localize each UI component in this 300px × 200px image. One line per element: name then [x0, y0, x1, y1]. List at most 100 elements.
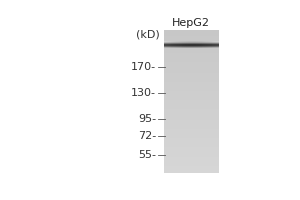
Bar [179, 43, 180, 44]
Bar [164, 118, 219, 120]
Bar [170, 43, 171, 44]
Bar [199, 47, 200, 48]
Bar [202, 42, 203, 43]
Bar [214, 42, 216, 43]
Bar [197, 42, 198, 43]
Bar [202, 41, 204, 42]
Bar [195, 42, 196, 43]
Bar [179, 46, 180, 47]
Bar [204, 46, 206, 47]
Bar [190, 42, 192, 43]
Bar [206, 41, 208, 42]
Bar [217, 47, 218, 48]
Bar [197, 42, 198, 43]
Bar [185, 46, 187, 47]
Bar [210, 47, 211, 48]
Bar [174, 42, 175, 43]
Bar [171, 44, 172, 45]
Bar [189, 42, 190, 43]
Bar [196, 41, 197, 42]
Bar [177, 44, 178, 45]
Bar [164, 47, 166, 48]
Bar [190, 45, 192, 46]
Bar [190, 46, 192, 47]
Bar [198, 44, 199, 45]
Bar [167, 42, 168, 43]
Bar [164, 43, 166, 44]
Bar [196, 44, 197, 45]
Bar [205, 42, 207, 43]
Bar [178, 47, 179, 48]
Bar [207, 43, 208, 44]
Bar [207, 44, 208, 45]
Bar [203, 43, 205, 44]
Bar [190, 42, 192, 43]
Bar [207, 45, 208, 46]
Bar [174, 41, 175, 42]
Bar [212, 43, 213, 44]
Bar [201, 44, 202, 45]
Bar [184, 44, 186, 45]
Bar [190, 46, 192, 47]
Bar [168, 43, 169, 44]
Bar [214, 46, 216, 47]
Bar [176, 47, 177, 48]
Bar [179, 44, 180, 45]
Bar [177, 46, 178, 47]
Bar [201, 42, 202, 43]
Text: (kD): (kD) [136, 29, 160, 39]
Bar [165, 42, 166, 43]
Bar [209, 42, 210, 43]
Bar [198, 43, 199, 44]
Bar [164, 161, 219, 163]
Bar [174, 44, 175, 45]
Bar [172, 43, 173, 44]
Bar [167, 46, 168, 47]
Bar [217, 46, 218, 47]
Bar [215, 46, 217, 47]
Bar [177, 41, 178, 42]
Bar [190, 43, 191, 44]
Bar [189, 41, 190, 42]
Bar [218, 46, 219, 47]
Bar [164, 150, 219, 152]
Bar [164, 37, 219, 39]
Bar [183, 46, 185, 47]
Bar [180, 43, 181, 44]
Bar [200, 42, 201, 43]
Bar [164, 30, 219, 32]
Bar [217, 41, 218, 42]
Bar [182, 47, 184, 48]
Bar [192, 45, 194, 46]
Bar [202, 46, 204, 47]
Bar [194, 46, 195, 47]
Bar [166, 46, 167, 47]
Bar [206, 44, 208, 45]
Bar [164, 42, 219, 44]
Bar [215, 43, 217, 44]
Bar [171, 45, 172, 46]
Bar [173, 42, 175, 43]
Bar [164, 46, 166, 47]
Bar [175, 47, 176, 48]
Bar [204, 43, 206, 44]
Bar [164, 51, 219, 53]
Bar [206, 46, 208, 47]
Bar [216, 42, 218, 43]
Bar [184, 46, 186, 47]
Bar [182, 43, 184, 44]
Bar [189, 45, 190, 46]
Bar [164, 48, 219, 50]
Bar [189, 43, 190, 44]
Bar [212, 42, 213, 43]
Bar [195, 46, 196, 47]
Bar [172, 46, 174, 47]
Bar [190, 47, 192, 48]
Bar [175, 41, 176, 42]
Bar [211, 43, 212, 44]
Bar [209, 47, 210, 48]
Bar [188, 41, 189, 42]
Bar [194, 43, 196, 44]
Bar [184, 43, 186, 44]
Bar [218, 42, 219, 43]
